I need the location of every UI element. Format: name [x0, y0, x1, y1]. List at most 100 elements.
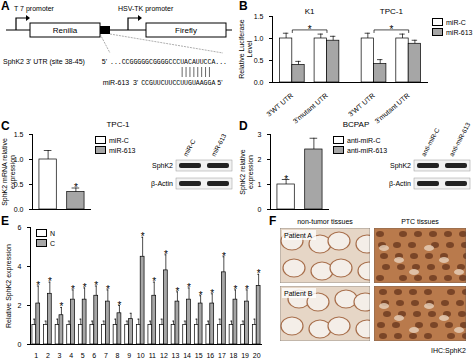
svg-text:*: *	[152, 276, 156, 287]
svg-text:0.5: 0.5	[254, 57, 264, 64]
svg-text:T 7 promoter: T 7 promoter	[14, 5, 55, 13]
html-text:A: A	[1, 0, 10, 13]
svg-text:*: *	[36, 280, 40, 291]
svg-text:Patient A: Patient A	[284, 232, 312, 239]
svg-text:*: *	[222, 251, 226, 262]
svg-text:3': 3'	[133, 79, 138, 86]
svg-text:3'mutant UTR: 3'mutant UTR	[292, 92, 329, 125]
svg-text:2: 2	[46, 352, 50, 359]
svg-text:*: *	[187, 282, 191, 293]
svg-text:*: *	[83, 282, 87, 293]
svg-text:non-tumor tissues: non-tumor tissues	[297, 218, 353, 225]
svg-text:6: 6	[18, 224, 22, 231]
svg-text:5': 5'	[217, 79, 222, 86]
svg-text:3'WT UTR: 3'WT UTR	[265, 92, 294, 118]
svg-text:13: 13	[172, 352, 180, 359]
svg-text:SphK2: SphK2	[152, 162, 173, 170]
svg-text:0: 0	[258, 206, 262, 213]
html-text:Relative Luciferase Level: Relative Luciferase Level	[238, 19, 253, 79]
svg-text:*: *	[164, 249, 168, 260]
svg-text:19: 19	[241, 352, 249, 359]
svg-text:1: 1	[258, 181, 262, 188]
svg-text:PTC tissues: PTC tissues	[401, 218, 439, 225]
svg-text:*: *	[94, 280, 98, 291]
svg-text:8: 8	[116, 352, 120, 359]
svg-text:10: 10	[137, 352, 145, 359]
svg-text:*: *	[141, 231, 145, 242]
svg-text:1.0: 1.0	[14, 156, 24, 163]
svg-text:*: *	[210, 288, 214, 299]
svg-text:3'WT UTR: 3'WT UTR	[347, 92, 376, 118]
svg-text:*: *	[308, 24, 312, 35]
svg-text:SphK2: SphK2	[390, 162, 411, 170]
svg-text:TPC-1: TPC-1	[380, 7, 404, 16]
svg-text:IHC:SphK2: IHC:SphK2	[431, 347, 466, 355]
svg-text:K1: K1	[305, 7, 315, 16]
svg-text:1.5: 1.5	[14, 131, 24, 138]
html-text:miR-C: miR-C	[446, 18, 466, 26]
svg-text:1: 1	[34, 352, 38, 359]
html-text:D: D	[239, 119, 248, 133]
svg-text:5: 5	[81, 352, 85, 359]
html-text:SphK2 mRNA relative expression: SphK2 mRNA relative expression	[0, 137, 15, 206]
svg-text:*: *	[48, 276, 52, 287]
svg-text:16: 16	[206, 352, 214, 359]
svg-text:15: 15	[195, 352, 203, 359]
svg-text:7: 7	[104, 352, 108, 359]
svg-text:0: 0	[18, 341, 22, 348]
svg-text:HSV-TK promoter: HSV-TK promoter	[118, 5, 174, 13]
svg-text:Renilla: Renilla	[53, 26, 78, 35]
svg-text:*: *	[74, 182, 78, 193]
svg-text:*: *	[257, 268, 261, 279]
svg-text:3: 3	[58, 352, 62, 359]
svg-text:miR-C: miR-C	[182, 138, 197, 158]
svg-text:11: 11	[149, 352, 156, 359]
svg-text:*: *	[199, 290, 203, 301]
svg-text:5': 5'	[102, 58, 107, 65]
svg-text:2: 2	[18, 302, 22, 309]
html-text:SphK2 relative expression: SphK2 relative expression	[238, 148, 253, 195]
svg-text:*: *	[389, 24, 393, 35]
html-text:TPC-1: TPC-1	[106, 120, 130, 129]
html-text:BCPAP: BCPAP	[342, 120, 370, 129]
svg-text:*: *	[233, 284, 237, 295]
svg-text:1.5: 1.5	[254, 13, 264, 20]
html-text:C: C	[1, 119, 10, 133]
svg-text:2: 2	[258, 156, 262, 163]
svg-text:CCGUUCUUCCUUGUAAGGA: CCGUUCUUCCUUGUAAGGA	[141, 80, 215, 87]
svg-text:3'mutant UTR: 3'mutant UTR	[373, 92, 410, 125]
svg-text:*: *	[117, 300, 121, 311]
svg-text:3: 3	[258, 131, 262, 138]
svg-text:*: *	[175, 286, 179, 297]
svg-text:1.0: 1.0	[254, 35, 264, 42]
svg-text:17: 17	[218, 352, 226, 359]
svg-text:4: 4	[18, 263, 22, 270]
svg-text:14: 14	[183, 352, 191, 359]
html-text:B: B	[239, 0, 248, 13]
svg-text:Firefly: Firefly	[175, 26, 197, 35]
svg-text:miR-613: miR-613	[210, 132, 228, 157]
svg-text:*: *	[284, 174, 288, 185]
svg-text:0.0: 0.0	[14, 206, 24, 213]
svg-text:β-Actin: β-Actin	[389, 180, 411, 188]
svg-text:anti-miR-C: anti-miR-C	[420, 126, 441, 157]
svg-text:*: *	[59, 301, 63, 312]
svg-text:*: *	[71, 284, 75, 295]
svg-text:18: 18	[230, 352, 238, 359]
svg-text:0.5: 0.5	[14, 181, 24, 188]
svg-text:4: 4	[69, 352, 73, 359]
svg-text:6: 6	[92, 352, 96, 359]
svg-text:miR-613: miR-613	[103, 79, 130, 86]
html-text:miR-613: miR-613	[446, 28, 473, 36]
svg-text:20: 20	[253, 352, 261, 359]
svg-text:anti-miR-613: anti-miR-613	[448, 121, 472, 157]
svg-text:Patient B: Patient B	[284, 290, 313, 297]
svg-text:β-Actin: β-Actin	[151, 180, 173, 188]
svg-text:*: *	[106, 284, 110, 295]
svg-text:12: 12	[160, 352, 168, 359]
svg-text:SphK2 3' UTR (site 38-45): SphK2 3' UTR (site 38-45)	[3, 58, 85, 66]
svg-text:...CCGGGGGCGGGGCCCUACAUUCCA...: ...CCGGGGGCGGGGCCCUACAUUCCA...	[110, 59, 227, 66]
svg-text:0.0: 0.0	[254, 79, 264, 86]
svg-text:*: *	[245, 284, 249, 295]
svg-text:9: 9	[127, 352, 131, 359]
